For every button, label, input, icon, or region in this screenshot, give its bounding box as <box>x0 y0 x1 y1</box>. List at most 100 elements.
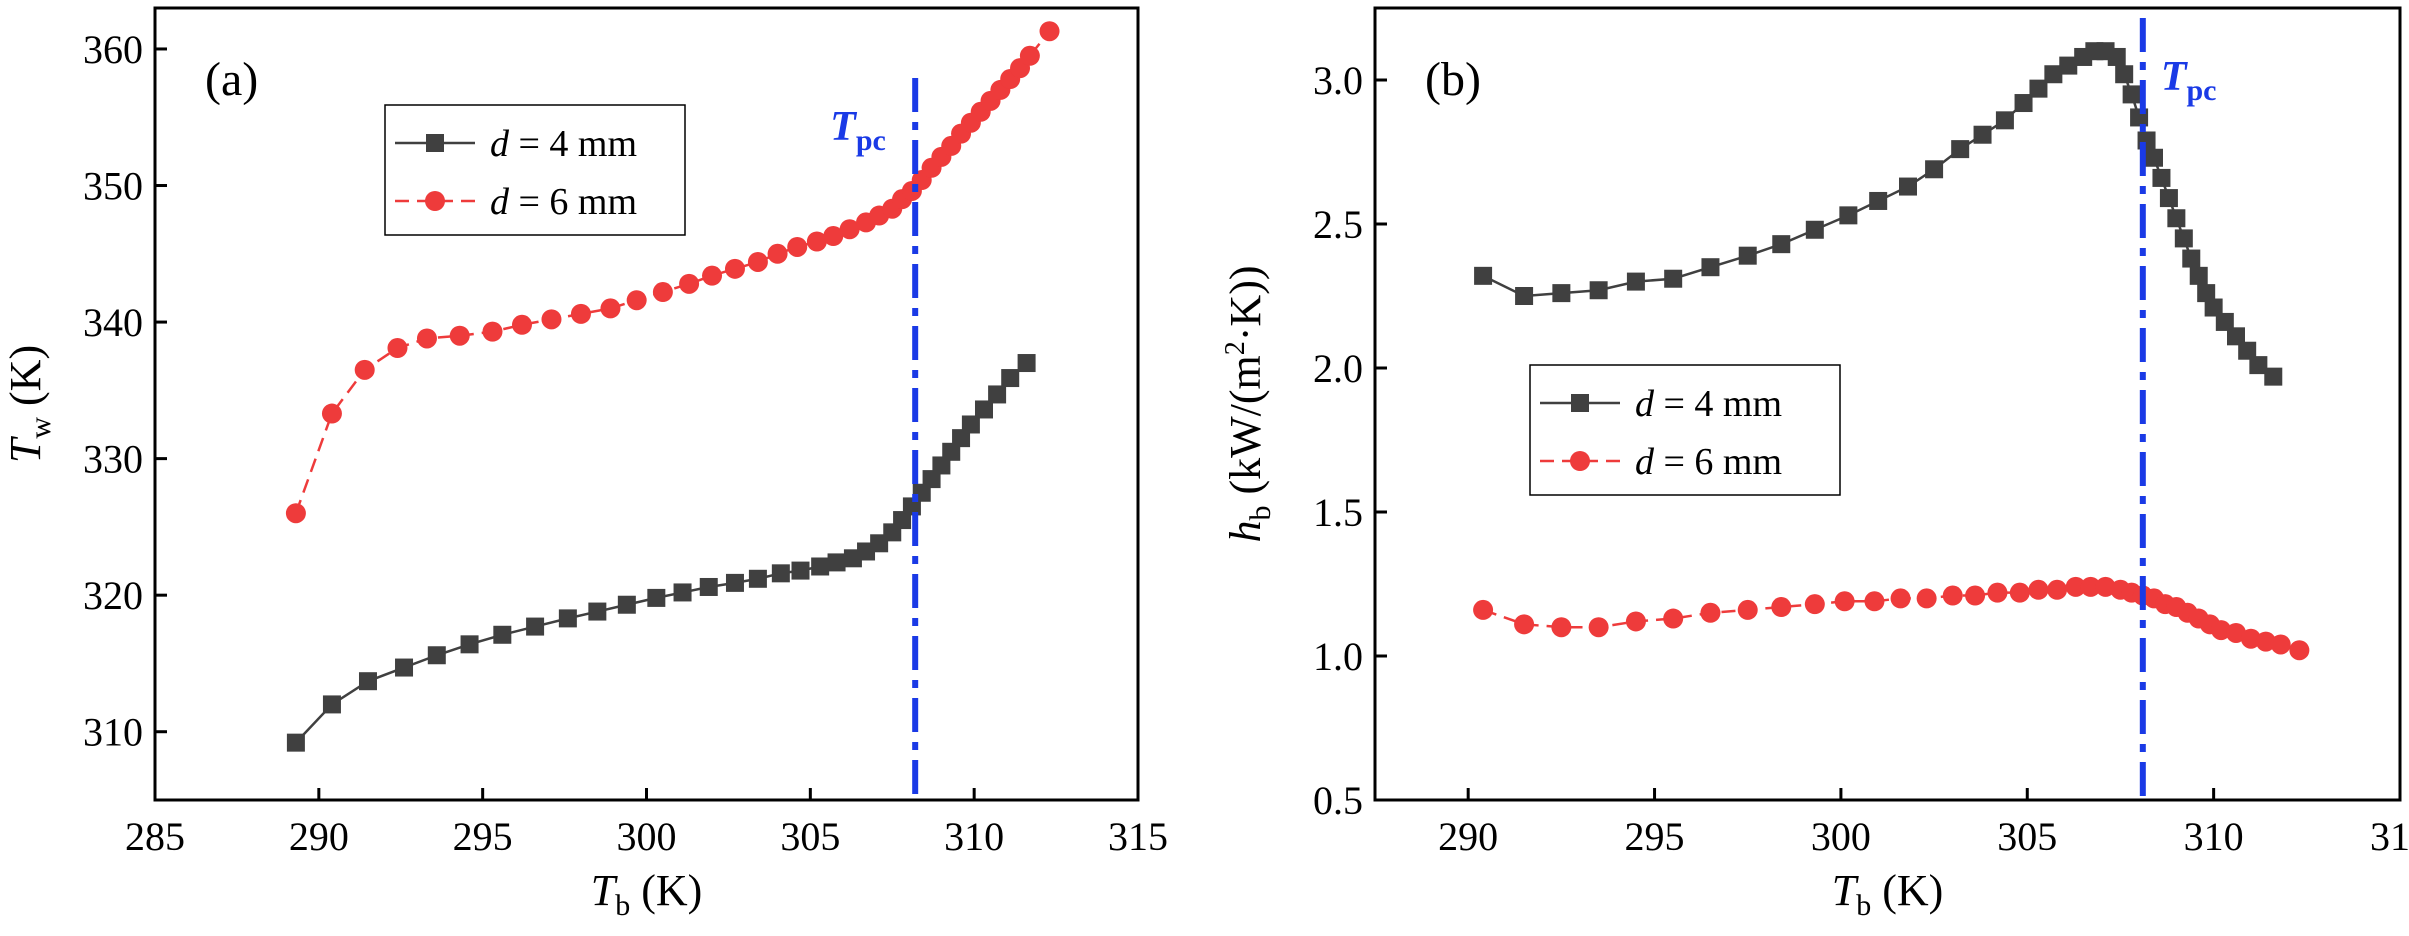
panel-a-data-point <box>427 646 446 665</box>
panel-a-data-point <box>787 236 808 257</box>
panel-b-xtick-label: 310 <box>2184 814 2244 859</box>
panel-b-ytick-label: 2.5 <box>1313 202 1363 247</box>
panel-a-data-point <box>952 429 971 448</box>
panel-a-data-point <box>702 265 723 286</box>
panel-b-data-point <box>2211 620 2232 641</box>
panel-a-data-point <box>942 442 961 461</box>
panel-a-data-point <box>806 231 827 252</box>
panel-b-data-point <box>2029 79 2048 98</box>
panel-a-xtick-label: 300 <box>617 814 677 859</box>
panel-b-data-point <box>2270 634 2291 655</box>
panel-b-data-point <box>1473 599 1494 620</box>
panel-a-ytick-label: 310 <box>83 710 143 755</box>
panel-b-data-point <box>1890 588 1911 609</box>
panel-a-data-point <box>354 359 375 380</box>
panel-b-data-point <box>1626 272 1645 291</box>
panel-b-data-point <box>2264 367 2283 386</box>
panel-b-tpc-label: Tpc <box>2161 54 2217 107</box>
panel-b-data-point <box>2215 312 2234 331</box>
panel-b-data-point <box>2255 631 2276 652</box>
panel-b: 290 295 300 305 310 315 0.5 1.0 1.5 2.0 2.5 3.0 Tb (… <box>1220 6 2409 922</box>
panel-b-data-point <box>1738 246 1757 265</box>
panel-a-data-point <box>395 658 414 677</box>
panel-b-data-point <box>1737 599 1758 620</box>
panel-a-label: (a) <box>205 53 258 106</box>
panel-b-legend-box <box>1529 364 1841 496</box>
panel-b-data-point <box>2227 327 2245 346</box>
panel-b-ytick-label: 0.5 <box>1313 778 1363 823</box>
panel-a-data-point <box>771 564 790 583</box>
panel-a-ytick-label: 320 <box>83 573 143 618</box>
panel-b-xtick-label: 300 <box>1811 814 1871 859</box>
panel-a-xtick-label: 290 <box>289 814 349 859</box>
panel-a-xtick-label: 285 <box>125 814 185 859</box>
panel-a-xtick-label: 305 <box>780 814 840 859</box>
panel-a-data-point <box>387 338 408 359</box>
panel-a-data-point <box>626 290 647 311</box>
panel-a-data-point <box>699 577 718 596</box>
panel-b-data-point <box>1771 597 1792 618</box>
panel-b-data-point <box>2174 229 2193 248</box>
panel-a-data-point <box>974 400 993 419</box>
panel-a-xtick-label: 315 <box>1108 814 1168 859</box>
panel-a-data-point <box>767 243 788 264</box>
panel-a-data-point <box>827 553 846 572</box>
panel-a-data-point <box>416 328 437 349</box>
panel-a-data-point <box>600 298 621 319</box>
panel-b-data-point <box>1839 206 1858 225</box>
panel-a-data-point <box>791 561 810 580</box>
panel-b-xtick-label: 305 <box>1997 814 2057 859</box>
panel-a-ytick-label: 340 <box>83 300 143 345</box>
panel-a-data-point <box>823 226 844 247</box>
panel-b-data-point <box>1995 111 2014 130</box>
panel-b-data-point <box>1552 284 1571 303</box>
panel-b-data-point <box>1701 258 1720 277</box>
panel-b-y-axis-label: hb (kW/(m2·K)) <box>1220 265 1277 542</box>
panel-b-ytick-label: 1.5 <box>1313 490 1363 535</box>
panel-b-axes-frame <box>1373 6 2402 802</box>
panel-b-data-point <box>2167 209 2186 228</box>
panel-b-data-point <box>1663 608 1684 629</box>
panel-b-data-point <box>1942 585 1963 606</box>
panel-b-legend-marker <box>1570 451 1590 471</box>
panel-b-data-point <box>1899 177 1917 196</box>
panel-b-data-point <box>1588 617 1609 638</box>
panel-a-legend: d = 4 mm d = 6 mm <box>384 104 686 236</box>
panel-b-data-point <box>2122 85 2141 104</box>
panel-b-legend-label: d = 6 mm <box>1635 441 1782 483</box>
panel-a-data-point <box>286 733 305 752</box>
panel-a-data-point <box>285 503 306 524</box>
panel-b-data-point <box>2152 168 2171 187</box>
panel-b-data-point <box>2240 628 2261 649</box>
panel-a-data-point <box>617 595 636 614</box>
panel-a-data-point <box>988 385 1007 404</box>
panel-a-data-point <box>961 415 980 434</box>
panel-a-series-2 <box>285 21 1060 524</box>
panel-b-series-2 <box>1473 576 2310 661</box>
panel-a-data-point <box>652 282 673 303</box>
panel-b-xtick-label: 290 <box>1438 814 1498 859</box>
panel-b-data-point <box>1951 140 1970 159</box>
panel-b-data-point <box>1834 591 1855 612</box>
panel-b-data-point <box>1805 220 1824 239</box>
panel-a-ytick-label: 350 <box>83 164 143 209</box>
panel-a-data-point <box>449 325 470 346</box>
panel-b-data-point <box>2009 582 2030 603</box>
panel-a-data-point <box>588 602 607 621</box>
panel-a-data-point <box>358 672 377 691</box>
panel-b-data-point <box>1804 594 1825 615</box>
panel-b-series-line <box>1482 49 2275 378</box>
panel-a: 285 290 295 300 305 310 315 310 320 330 340 350 360 T… <box>1 6 1168 922</box>
panel-a-xtick-label: 295 <box>453 814 513 859</box>
panel-b-data-point <box>2047 579 2068 600</box>
panel-a-data-point <box>493 625 512 644</box>
panel-b-data-point <box>2095 576 2116 597</box>
panel-b-data-point <box>2249 356 2268 375</box>
panel-a-data-point <box>558 609 577 628</box>
panel-a-data-point <box>932 456 951 475</box>
panel-b-data-point <box>2204 298 2223 317</box>
panel-a-data-point <box>511 314 532 335</box>
panel-b-data-point <box>2080 576 2101 597</box>
panel-a-data-point <box>541 309 562 330</box>
